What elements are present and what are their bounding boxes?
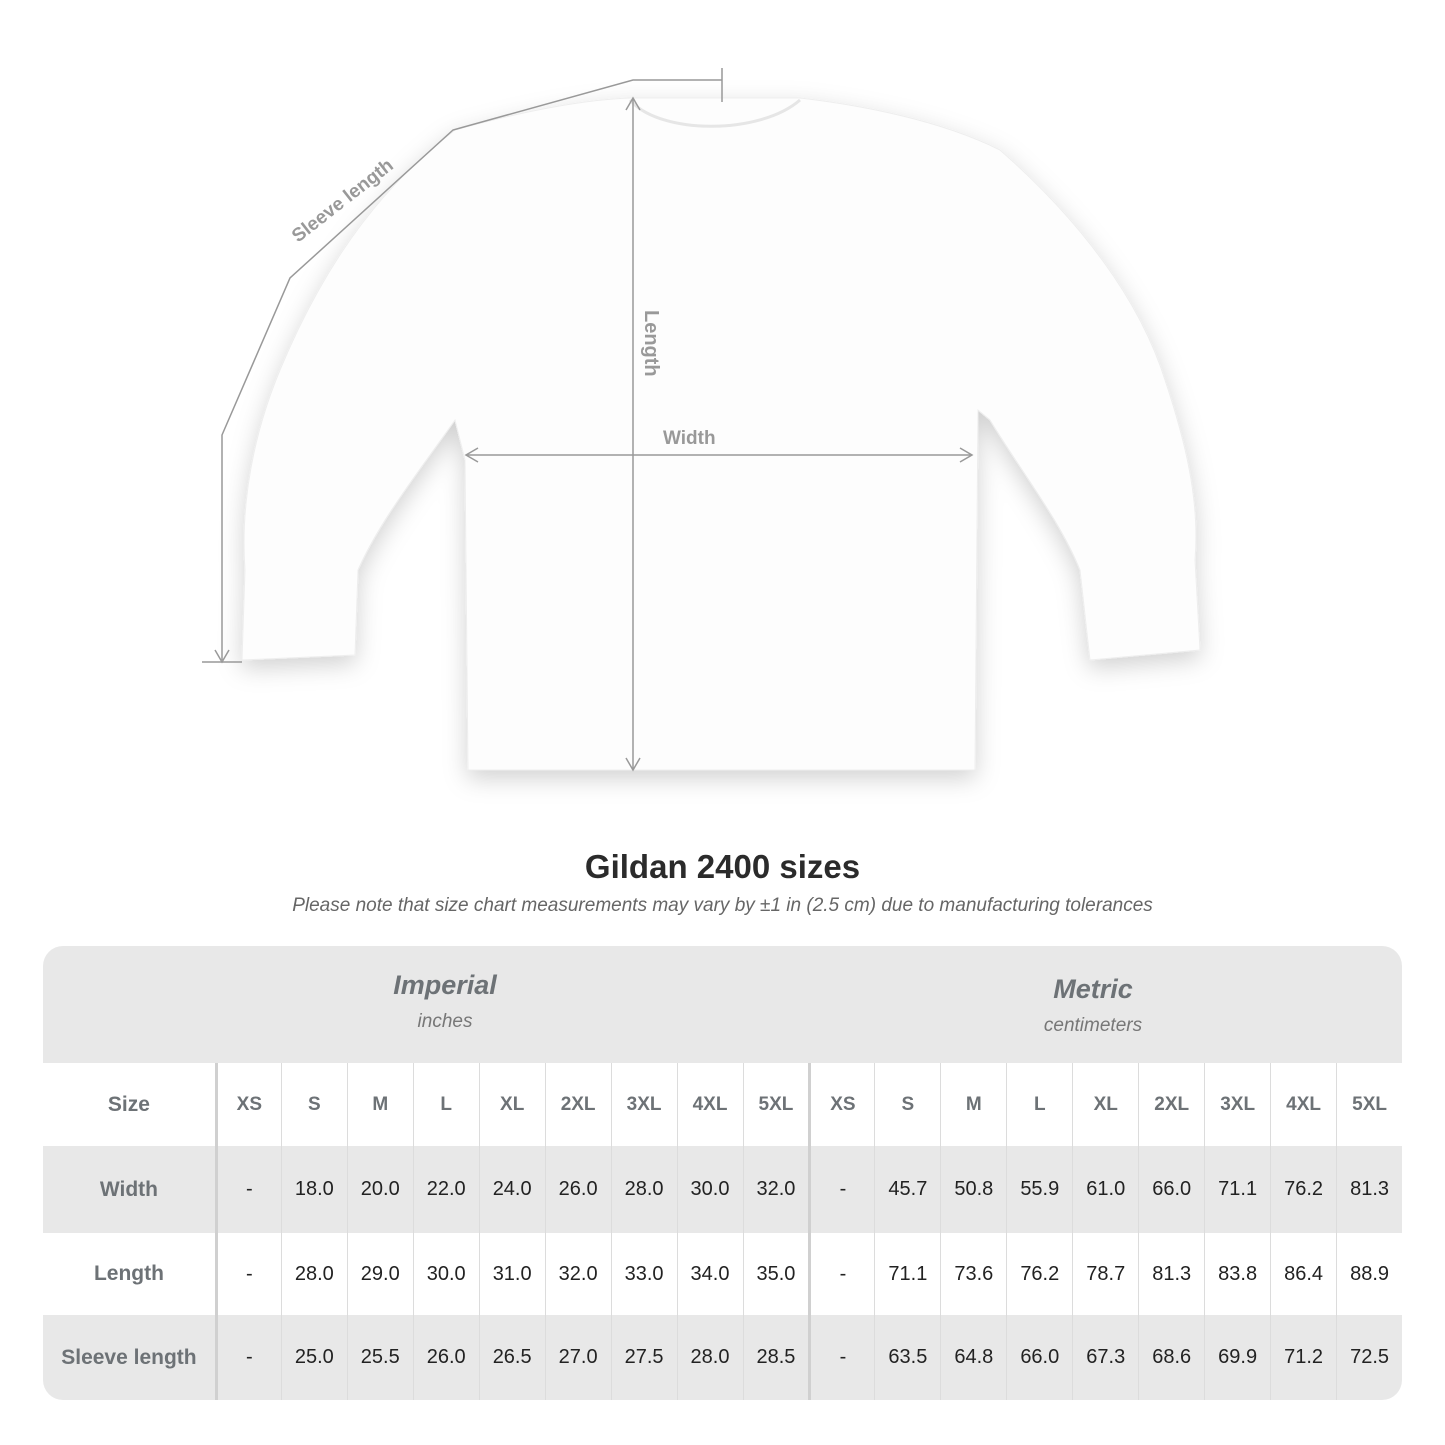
metric-value-cell: 67.3 bbox=[1072, 1315, 1138, 1400]
tolerance-note: Please note that size chart measurements… bbox=[292, 895, 1153, 916]
metric-value-cell: 68.6 bbox=[1138, 1315, 1204, 1400]
imperial-value-cell: 28.5 bbox=[742, 1315, 809, 1400]
imperial-size-header: 3XL bbox=[610, 1063, 677, 1146]
sleeve-length-line bbox=[221, 79, 722, 660]
metric-size-header: 3XL bbox=[1204, 1063, 1270, 1146]
imperial-size-header: 2XL bbox=[544, 1063, 611, 1146]
imperial-value-cell: - bbox=[214, 1233, 281, 1315]
long-sleeve-shirt bbox=[241, 97, 1201, 771]
size-header-row: Size XS S M L XL 2XL 3XL 4XL 5XL XS S M L XL 2XL 3XL 4XL 5… bbox=[43, 1063, 1402, 1146]
metric-value-cell: 66.0 bbox=[1138, 1146, 1204, 1233]
imperial-value-cell: 32.0 bbox=[544, 1233, 611, 1315]
metric-size-header: 2XL bbox=[1138, 1063, 1204, 1146]
metric-value-cell: - bbox=[808, 1233, 874, 1315]
imperial-value-cell: 34.0 bbox=[676, 1233, 743, 1315]
row-label: Length bbox=[93, 1262, 164, 1285]
imperial-size-header: L bbox=[412, 1063, 479, 1146]
metric-value-cell: 64.8 bbox=[940, 1315, 1006, 1400]
metric-value-cell: 45.7 bbox=[874, 1146, 940, 1233]
imperial-group: Imperial inches bbox=[215, 970, 675, 1033]
width-label: Width bbox=[663, 428, 716, 449]
metric-value-cell: 81.3 bbox=[1336, 1146, 1402, 1233]
table-header-panel: Imperial inches Metric centimeters bbox=[43, 946, 1402, 1063]
metric-title: Metric bbox=[1053, 974, 1133, 1004]
metric-size-header: XS bbox=[808, 1063, 874, 1146]
metric-value-cell: 88.9 bbox=[1336, 1233, 1402, 1315]
imperial-value-cell: 35.0 bbox=[742, 1233, 809, 1315]
metric-value-cell: - bbox=[808, 1315, 874, 1400]
imperial-unit: inches bbox=[417, 1011, 473, 1032]
metric-value-cell: 76.2 bbox=[1270, 1146, 1336, 1233]
collar bbox=[628, 98, 801, 128]
imperial-value-cell: 27.5 bbox=[610, 1315, 677, 1400]
imperial-size-header: 4XL bbox=[676, 1063, 743, 1146]
imperial-value-cell: - bbox=[214, 1315, 281, 1400]
imperial-value-cell: 28.0 bbox=[610, 1146, 677, 1233]
metric-value-cell: 81.3 bbox=[1138, 1233, 1204, 1315]
table-row: Width -18.0 20.0 22.0 24.0 26.0 28.0 30.0 32.0-4… bbox=[43, 1146, 1402, 1233]
imperial-value-cell: 29.0 bbox=[346, 1233, 413, 1315]
imperial-size-header: S bbox=[280, 1063, 347, 1146]
imperial-value-cell: 27.0 bbox=[544, 1315, 611, 1400]
imperial-value-cell: 26.0 bbox=[544, 1146, 611, 1233]
table-row: Length -28.0 29.0 30.0 31.0 32.0 33.0 34.0 35.0-… bbox=[43, 1233, 1402, 1315]
metric-group: Metric centimeters bbox=[863, 974, 1323, 1037]
metric-size-header: S bbox=[874, 1063, 940, 1146]
imperial-value-cell: 24.0 bbox=[478, 1146, 545, 1233]
metric-size-header: 5XL bbox=[1336, 1063, 1402, 1146]
page-title: Gildan 2400 sizes bbox=[584, 848, 861, 885]
metric-unit: centimeters bbox=[1043, 1015, 1143, 1036]
imperial-value-cell: 26.5 bbox=[478, 1315, 545, 1400]
metric-value-cell: 78.7 bbox=[1072, 1233, 1138, 1315]
metric-value-cell: - bbox=[808, 1146, 874, 1233]
metric-size-header: XL bbox=[1072, 1063, 1138, 1146]
metric-value-cell: 71.2 bbox=[1270, 1315, 1336, 1400]
row-label: Width bbox=[99, 1177, 158, 1201]
shirt-diagram: Sleeve length Length Width bbox=[202, 68, 1201, 772]
imperial-value-cell: 26.0 bbox=[412, 1315, 479, 1400]
imperial-size-header: XS bbox=[214, 1063, 281, 1146]
imperial-value-cell: 28.0 bbox=[676, 1315, 743, 1400]
size-table: Imperial inches Metric centimeters Size X… bbox=[43, 946, 1402, 1400]
metric-value-cell: 66.0 bbox=[1006, 1315, 1072, 1400]
imperial-value-cell: 25.5 bbox=[346, 1315, 413, 1400]
imperial-value-cell: - bbox=[214, 1146, 281, 1233]
table-row: Sleeve length -25.0 25.5 26.0 26.5 27.0 27.5 28… bbox=[43, 1315, 1402, 1400]
imperial-size-header: XL bbox=[478, 1063, 545, 1146]
length-label: Length bbox=[640, 310, 662, 377]
imperial-title: Imperial bbox=[393, 970, 497, 1000]
metric-value-cell: 50.8 bbox=[940, 1146, 1006, 1233]
metric-value-cell: 76.2 bbox=[1006, 1233, 1072, 1315]
row-label: Size bbox=[107, 1092, 150, 1116]
row-label: Sleeve length bbox=[61, 1345, 197, 1369]
metric-value-cell: 71.1 bbox=[874, 1233, 940, 1315]
metric-value-cell: 73.6 bbox=[940, 1233, 1006, 1315]
metric-value-cell: 55.9 bbox=[1006, 1146, 1072, 1233]
metric-size-header: M bbox=[940, 1063, 1006, 1146]
metric-value-cell: 71.1 bbox=[1204, 1146, 1270, 1233]
imperial-size-header: M bbox=[346, 1063, 413, 1146]
metric-value-cell: 86.4 bbox=[1270, 1233, 1336, 1315]
imperial-value-cell: 32.0 bbox=[742, 1146, 809, 1233]
imperial-value-cell: 18.0 bbox=[280, 1146, 347, 1233]
metric-value-cell: 72.5 bbox=[1336, 1315, 1402, 1400]
metric-value-cell: 61.0 bbox=[1072, 1146, 1138, 1233]
metric-size-header: 4XL bbox=[1270, 1063, 1336, 1146]
imperial-value-cell: 25.0 bbox=[280, 1315, 347, 1400]
imperial-value-cell: 22.0 bbox=[412, 1146, 479, 1233]
metric-value-cell: 63.5 bbox=[874, 1315, 940, 1400]
imperial-value-cell: 20.0 bbox=[346, 1146, 413, 1233]
metric-value-cell: 83.8 bbox=[1204, 1233, 1270, 1315]
imperial-value-cell: 33.0 bbox=[610, 1233, 677, 1315]
imperial-value-cell: 30.0 bbox=[676, 1146, 743, 1233]
imperial-value-cell: 30.0 bbox=[412, 1233, 479, 1315]
imperial-value-cell: 28.0 bbox=[280, 1233, 347, 1315]
metric-value-cell: 69.9 bbox=[1204, 1315, 1270, 1400]
imperial-value-cell: 31.0 bbox=[478, 1233, 545, 1315]
metric-size-header: L bbox=[1006, 1063, 1072, 1146]
imperial-size-header: 5XL bbox=[742, 1063, 809, 1146]
